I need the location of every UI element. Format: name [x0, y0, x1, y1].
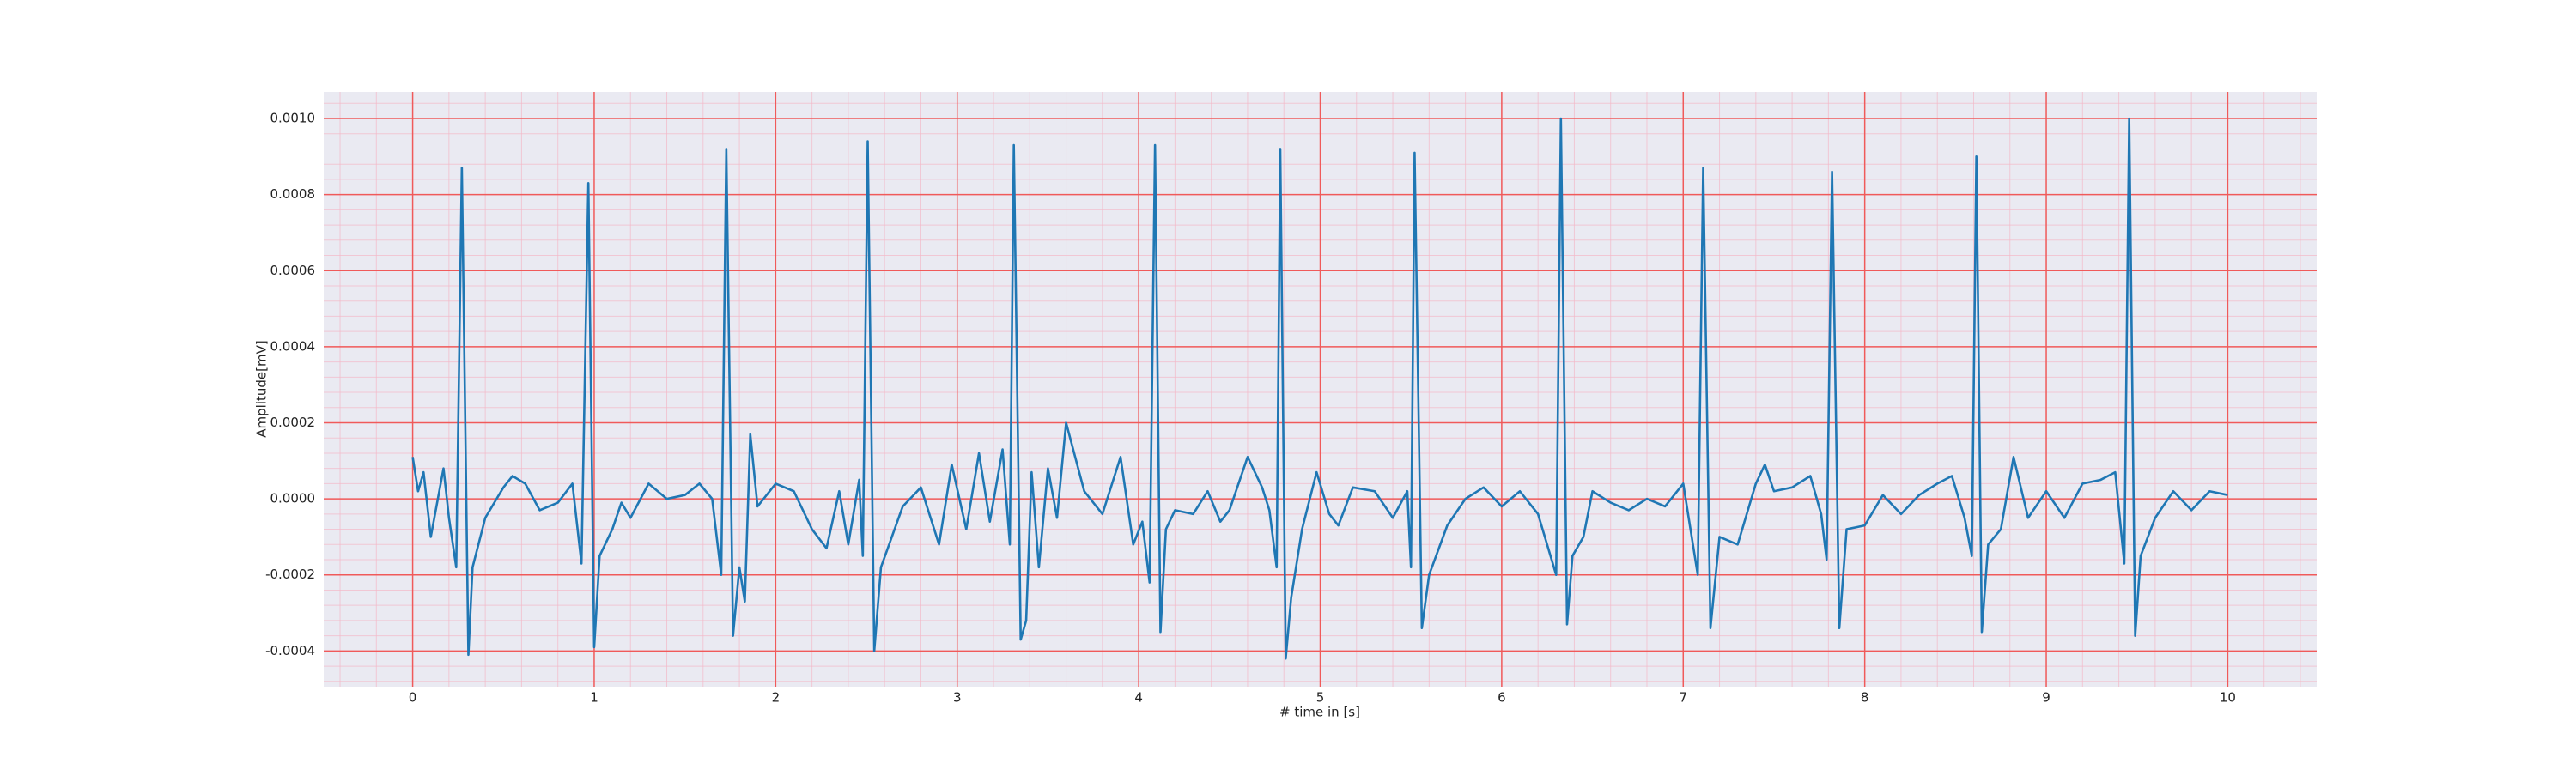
y-tick-label: 0.0004 [270, 338, 316, 354]
y-tick-label: 0.0006 [270, 263, 316, 278]
x-tick-label: 5 [1316, 690, 1325, 706]
y-tick-label: -0.0004 [265, 643, 315, 658]
x-tick-label: 2 [772, 690, 781, 706]
x-tick-label: 0 [409, 690, 417, 706]
x-tick-label: 10 [2220, 690, 2236, 706]
y-tick-label: 0.0008 [270, 186, 316, 202]
y-axis-label: Amplitude[mV] [254, 340, 270, 437]
x-tick-label: 4 [1134, 690, 1143, 706]
y-tick-label: 0.0000 [270, 491, 316, 506]
y-tick-label: 0.0002 [270, 415, 316, 430]
y-tick-label: -0.0002 [265, 567, 315, 582]
x-tick-label: 7 [1679, 690, 1687, 706]
y-tick-label: 0.0010 [270, 111, 316, 126]
x-tick-label: 3 [953, 690, 962, 706]
x-tick-label: 1 [590, 690, 598, 706]
x-tick-label: 6 [1498, 690, 1506, 706]
x-tick-label: 9 [2042, 690, 2050, 706]
ecg-line [411, 117, 2228, 660]
x-axis-label: # time in [s] [1279, 705, 1360, 720]
x-tick-label: 8 [1861, 690, 1869, 706]
